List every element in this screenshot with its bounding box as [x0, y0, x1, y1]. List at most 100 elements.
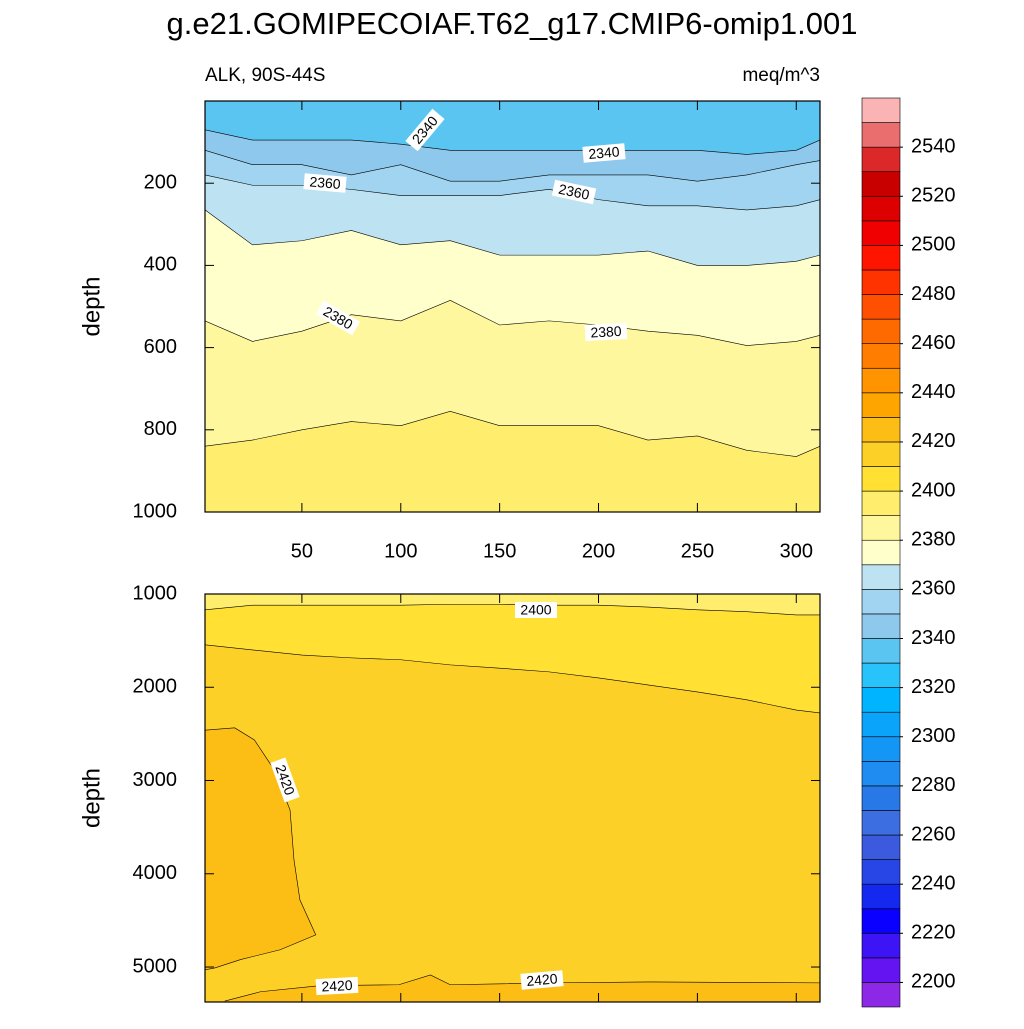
colorbar-box	[861, 859, 901, 885]
colorbar-tick-label: 2260	[911, 823, 956, 845]
y-axis-label: depth	[78, 276, 105, 336]
contour-fill	[205, 974, 820, 1002]
contour-label-group: 2400	[515, 602, 557, 618]
colorbar-box	[861, 932, 901, 959]
colorbar-box	[861, 122, 901, 148]
colorbar-box	[861, 171, 901, 197]
contour-line	[205, 150, 820, 182]
plot-area	[205, 101, 820, 512]
contour-label-group: 2340	[582, 143, 626, 163]
colorbar-box	[861, 490, 901, 516]
colorbar-box	[861, 146, 901, 173]
contour-fill	[205, 644, 820, 1002]
colorbar-box	[861, 318, 901, 344]
x-tick-label: 100	[384, 540, 417, 562]
contour-line	[205, 129, 820, 155]
contour-label: 2420	[321, 977, 353, 995]
colorbar-box	[861, 195, 901, 222]
colorbar-box	[861, 908, 901, 934]
colorbar-box	[861, 982, 901, 1008]
contour-label: 2400	[520, 602, 551, 618]
y-tick-label: 1000	[133, 500, 178, 522]
contour-line	[224, 974, 820, 1002]
colorbar-box	[861, 392, 901, 418]
colorbar-box	[861, 539, 901, 566]
colorbar-tick-label: 2280	[911, 774, 956, 796]
colorbar-box	[861, 638, 901, 664]
colorbar-box	[861, 294, 901, 320]
colorbar-tick-label: 2480	[911, 283, 956, 305]
contour-label-group: 2420	[315, 976, 359, 996]
colorbar-tick-label: 2320	[911, 676, 956, 698]
colorbar-box	[861, 589, 901, 615]
contour-label-box	[515, 602, 557, 618]
colorbar-box	[861, 564, 901, 590]
contour-label-box	[584, 322, 628, 342]
x-tick-label: 200	[582, 540, 615, 562]
colorbar-box	[861, 957, 901, 983]
colorbar-box	[861, 736, 901, 762]
colorbar-tick-label: 2460	[911, 332, 956, 354]
contour-label: 2380	[590, 323, 622, 341]
colorbar-box	[861, 269, 901, 295]
contour-line	[205, 644, 820, 714]
contour-label-group: 2420	[520, 970, 564, 990]
colorbar-tick-label: 2200	[911, 971, 956, 993]
contour-label: 2360	[309, 173, 342, 192]
contour-label-box	[520, 970, 564, 990]
colorbar-box	[861, 687, 901, 713]
colorbar-box	[861, 97, 901, 123]
colorbar-box	[861, 761, 901, 787]
colorbar-box	[861, 613, 901, 639]
colorbar-tick-label: 2440	[911, 381, 956, 403]
contour-label: 2340	[588, 143, 621, 162]
colorbar-tick-label: 2520	[911, 185, 956, 207]
left-string: ALK, 90S-44S	[205, 65, 325, 86]
x-tick-label: 50	[291, 540, 313, 562]
contour-label-box	[315, 976, 359, 996]
colorbar-tick-label: 2220	[911, 922, 956, 944]
plot-frame	[204, 100, 821, 513]
colorbar-tick-label: 2240	[911, 872, 956, 894]
contour-label-box	[582, 143, 626, 163]
colorbar-box	[861, 220, 901, 246]
x-tick-label: 300	[780, 540, 813, 562]
chart-title: g.e21.GOMIPECOIAF.T62_g17.CMIP6-omip1.00…	[167, 6, 858, 41]
colorbar-box	[861, 515, 901, 541]
x-tick-label: 150	[483, 540, 516, 562]
y-tick-label: 2000	[133, 676, 178, 698]
right-string: meq/m^3	[742, 65, 820, 86]
y-axis-label: depth	[78, 768, 105, 828]
colorbar-box	[861, 883, 901, 910]
colorbar-box	[861, 711, 901, 738]
colorbar-tick-label: 2300	[911, 725, 956, 747]
contour-fill	[205, 727, 316, 970]
colorbar-tick-label: 2360	[911, 578, 956, 600]
colorbar-box	[861, 785, 901, 811]
contour-label-group: 2340	[405, 108, 445, 152]
contour-label-box	[270, 757, 300, 803]
x-tick-label: 250	[681, 540, 714, 562]
y-tick-label: 3000	[133, 769, 178, 791]
y-tick-label: 5000	[133, 955, 178, 977]
colorbar-box	[861, 245, 901, 271]
plot-area	[205, 594, 820, 1002]
y-tick-label: 800	[144, 418, 177, 440]
contour-line	[205, 300, 820, 346]
contour-label-box	[303, 173, 347, 193]
colorbar-tick-label: 2400	[911, 479, 956, 501]
y-tick-label: 4000	[133, 862, 178, 884]
contour-label-box	[551, 179, 597, 205]
contour-line	[205, 727, 317, 971]
contour-label: 2360	[557, 181, 591, 203]
y-tick-label: 1000	[133, 582, 178, 604]
plot-frame	[204, 593, 821, 1003]
contour-line	[205, 209, 820, 266]
colorbar-box	[861, 662, 901, 688]
colorbar-tick-label: 2380	[911, 528, 956, 550]
y-tick-label: 600	[144, 336, 177, 358]
colorbar-tick-label: 2340	[911, 627, 956, 649]
colorbar-box	[861, 834, 901, 860]
colorbar-box	[861, 810, 901, 836]
